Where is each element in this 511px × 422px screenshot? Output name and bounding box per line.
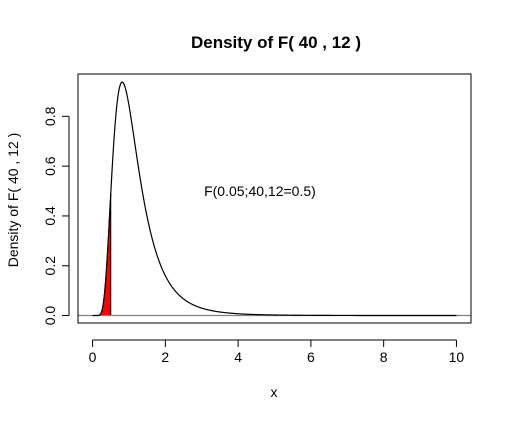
- x-tick-label: 6: [307, 349, 315, 365]
- x-axis-label: x: [271, 384, 278, 400]
- x-tick-label: 2: [161, 349, 169, 365]
- shaded-area: [92, 193, 112, 317]
- x-tick-label: 10: [449, 349, 465, 365]
- x-tick-label: 8: [380, 349, 388, 365]
- density-curve: [92, 81, 457, 317]
- y-axis: 0.0 0.2 0.4 0.6 0.8: [42, 106, 70, 326]
- x-tick-label: 4: [234, 349, 242, 365]
- y-tick-label: 0.4: [42, 206, 58, 226]
- y-axis-label: Density of F( 40 , 12 ): [5, 133, 21, 268]
- x-tick-label: 0: [89, 349, 97, 365]
- annotation-text: F(0.05;40,12=0.5): [204, 183, 316, 199]
- y-tick-label: 0.2: [42, 256, 58, 276]
- plot-region: [77, 73, 472, 324]
- plot-frame: [77, 73, 472, 324]
- y-tick-label: 0.0: [42, 306, 58, 326]
- chart-title: Density of F( 40 , 12 ): [191, 33, 361, 52]
- y-tick-label: 0.6: [42, 156, 58, 176]
- x-axis: 0 2 4 6 8 10: [89, 339, 465, 365]
- y-tick-label: 0.8: [42, 106, 58, 126]
